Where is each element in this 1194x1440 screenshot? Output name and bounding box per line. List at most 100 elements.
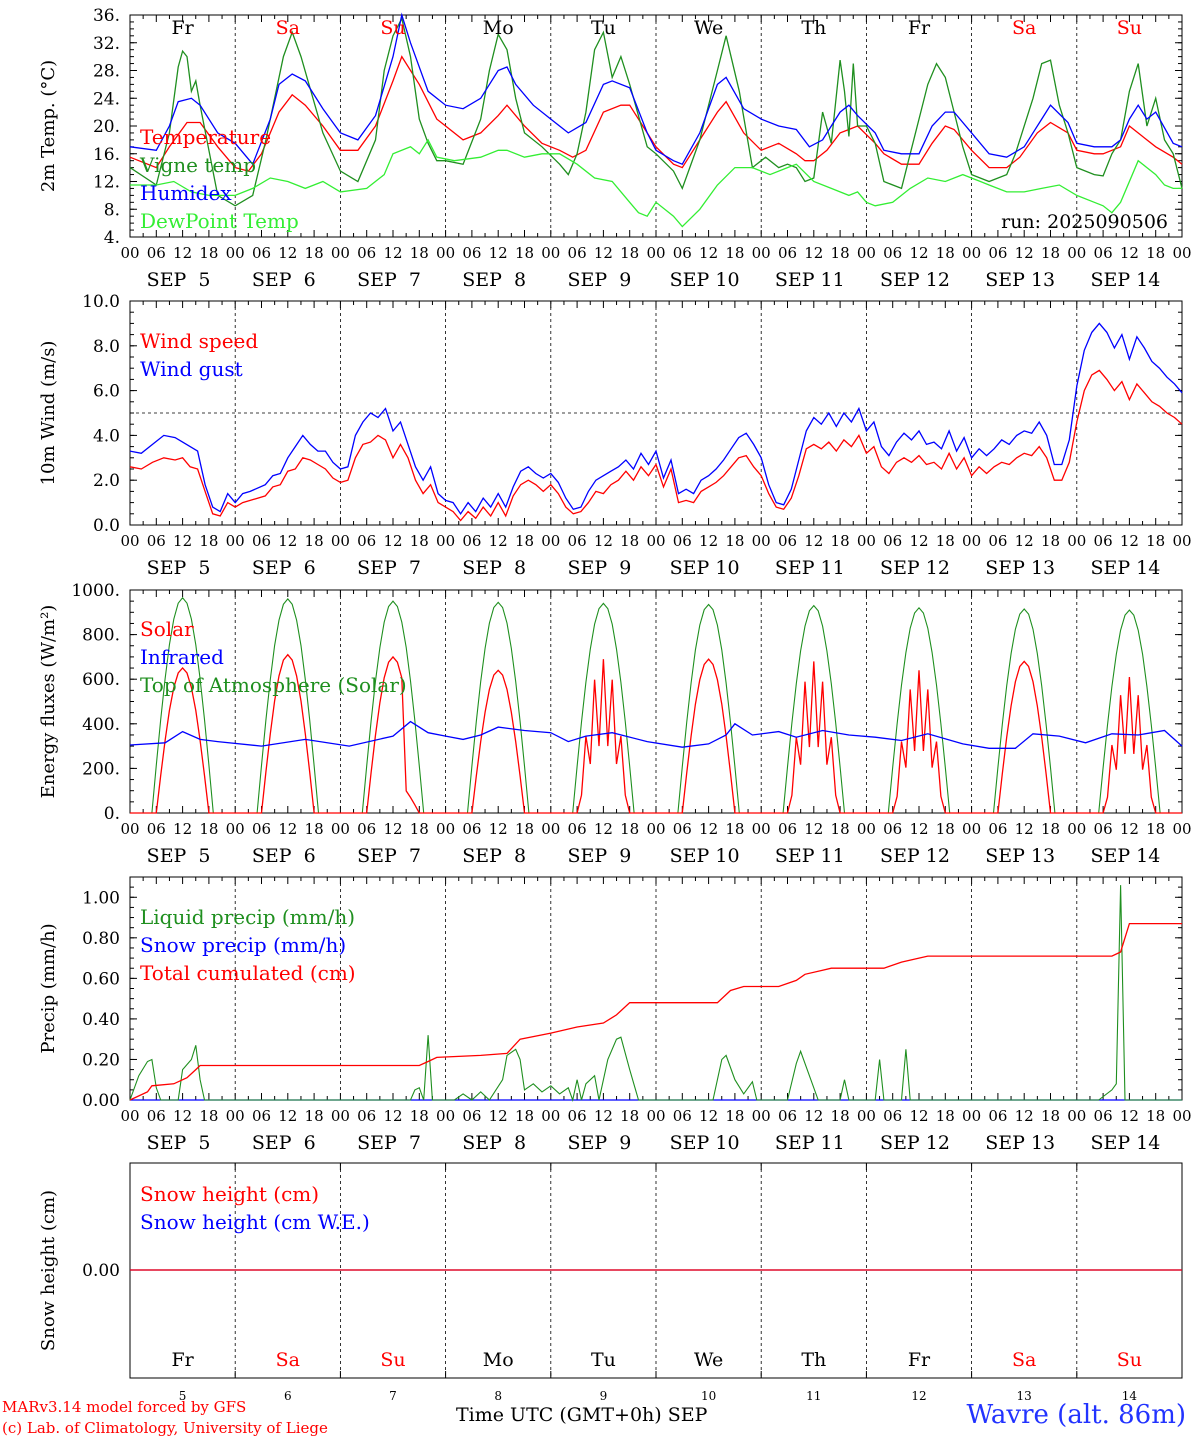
hour-tick-label: 18 <box>1146 532 1165 550</box>
y-tick-label: 32. <box>93 34 120 54</box>
hour-tick-label: 06 <box>147 820 166 838</box>
weekday-label: Tu <box>591 1349 616 1371</box>
y-tick-label: 1000. <box>71 581 120 601</box>
liquid-precip-line <box>129 885 1182 1102</box>
hour-tick-label: 00 <box>752 244 771 262</box>
hour-tick-label: 12 <box>699 820 718 838</box>
legend-entry: Snow height (cm) <box>140 1182 319 1206</box>
hour-tick-label: 06 <box>778 820 797 838</box>
hour-tick-label: 18 <box>936 244 955 262</box>
hour-tick-label: 06 <box>252 244 271 262</box>
day-number-label: 6 <box>284 1389 292 1403</box>
weekday-label: Su <box>380 17 405 39</box>
station-name: Wavre (alt. 86m) <box>966 1400 1186 1430</box>
hour-tick-label: 06 <box>883 244 902 262</box>
y-tick-label: 28. <box>93 62 120 82</box>
hour-tick-label: 00 <box>962 532 981 550</box>
date-label: SEP 8 <box>462 1132 526 1154</box>
date-label: SEP 10 <box>670 557 740 579</box>
y-tick-label: 20. <box>93 117 120 137</box>
y-tick-label: 10.0 <box>82 292 120 312</box>
date-label: SEP 6 <box>252 1132 316 1154</box>
hour-tick-label: 00 <box>331 820 350 838</box>
weekday-label: We <box>694 1349 723 1371</box>
hour-tick-label: 12 <box>1120 820 1139 838</box>
hour-tick-label: 00 <box>226 820 245 838</box>
hour-tick-label: 06 <box>568 244 587 262</box>
hour-tick-label: 12 <box>804 244 823 262</box>
hour-tick-label: 12 <box>699 532 718 550</box>
hour-tick-label: 18 <box>1146 1107 1165 1125</box>
y-tick-label: 200. <box>82 759 120 779</box>
hour-tick-label: 12 <box>594 532 613 550</box>
hour-tick-label: 06 <box>252 532 271 550</box>
day-number-label: 5 <box>179 1389 187 1403</box>
legend-entry: Total cumulated (cm) <box>140 961 356 985</box>
hour-tick-label: 12 <box>489 820 508 838</box>
y-tick-label: 0.0 <box>93 516 120 536</box>
hour-tick-label: 06 <box>988 532 1007 550</box>
date-label: SEP 12 <box>880 1132 950 1154</box>
lab-credit: (c) Lab. of Climatology, University of L… <box>2 1419 328 1437</box>
y-tick-label: 0.40 <box>82 1010 120 1030</box>
hour-tick-label: 06 <box>1094 244 1113 262</box>
hour-tick-label: 12 <box>594 244 613 262</box>
vigne-temp-line <box>129 16 1183 207</box>
weekday-label: Su <box>1117 1349 1142 1371</box>
hour-tick-label: 18 <box>725 820 744 838</box>
hour-tick-label: 12 <box>699 1107 718 1125</box>
hour-tick-label: 06 <box>357 532 376 550</box>
date-label: SEP 5 <box>147 269 211 291</box>
hour-tick-label: 06 <box>462 244 481 262</box>
date-label: SEP 14 <box>1090 1132 1160 1154</box>
hour-tick-label: 18 <box>725 1107 744 1125</box>
weekday-label: Sa <box>276 17 300 39</box>
model-credit: MARv3.14 model forced by GFS <box>2 1398 247 1416</box>
y-tick-label: 0.20 <box>82 1050 120 1070</box>
hour-tick-label: 12 <box>489 244 508 262</box>
hour-tick-label: 06 <box>252 820 271 838</box>
hour-tick-label: 18 <box>936 1107 955 1125</box>
y-tick-label: 0.60 <box>82 969 120 989</box>
hour-tick-label: 18 <box>620 1107 639 1125</box>
hour-tick-label: 00 <box>541 532 560 550</box>
date-label: SEP 6 <box>252 269 316 291</box>
hour-tick-label: 12 <box>909 532 928 550</box>
hour-tick-label: 00 <box>226 532 245 550</box>
hour-tick-label: 00 <box>646 1107 665 1125</box>
hour-tick-label: 00 <box>120 820 139 838</box>
panel-frame <box>129 589 1183 814</box>
date-label: SEP 14 <box>1090 557 1160 579</box>
hour-tick-label: 18 <box>620 532 639 550</box>
weekday-label: Mo <box>483 1349 514 1371</box>
date-label: SEP 9 <box>567 557 631 579</box>
hour-tick-label: 06 <box>778 532 797 550</box>
hour-tick-label: 18 <box>199 1107 218 1125</box>
hour-tick-label: 06 <box>883 820 902 838</box>
hour-tick-label: 12 <box>804 820 823 838</box>
hour-tick-label: 18 <box>1041 532 1060 550</box>
hour-tick-label: 18 <box>1041 244 1060 262</box>
hour-tick-label: 18 <box>305 1107 324 1125</box>
hour-tick-label: 06 <box>673 1107 692 1125</box>
y-tick-label: 8.0 <box>93 337 120 357</box>
hour-tick-label: 18 <box>515 820 534 838</box>
date-label: SEP 14 <box>1090 269 1160 291</box>
hour-tick-label: 06 <box>988 244 1007 262</box>
hour-tick-label: 00 <box>541 1107 560 1125</box>
date-label: SEP 11 <box>775 845 845 867</box>
hour-tick-label: 18 <box>410 244 429 262</box>
y-tick-label: 12. <box>93 173 120 193</box>
panel-0: 2m Temp. (°C) 4. 8. 12. 16. 20. 24. 28. 32. 36. Fr… <box>38 6 1192 291</box>
weekday-label: We <box>694 17 723 39</box>
hour-tick-label: 06 <box>673 244 692 262</box>
legend-entry: Wind gust <box>140 357 243 381</box>
hour-tick-label: 12 <box>1120 532 1139 550</box>
y-tick-label: 0.00 <box>82 1091 120 1111</box>
hour-tick-label: 00 <box>1067 1107 1086 1125</box>
y-axis-label: 10m Wind (m/s) <box>38 341 59 486</box>
hour-tick-label: 12 <box>278 820 297 838</box>
y-tick-label: 4.0 <box>93 426 120 446</box>
hour-tick-label: 12 <box>383 532 402 550</box>
day-number-label: 13 <box>1017 1389 1032 1403</box>
